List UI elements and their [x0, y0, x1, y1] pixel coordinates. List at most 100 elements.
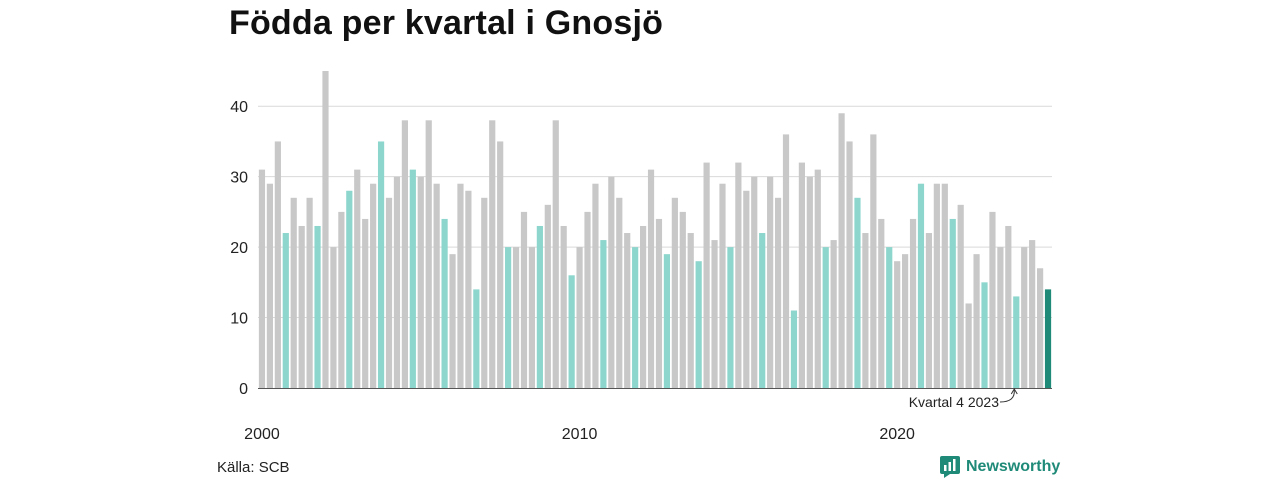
bar	[544, 204, 551, 388]
bar	[973, 254, 980, 388]
bar	[465, 190, 472, 388]
bar	[505, 247, 512, 388]
bar	[417, 176, 424, 388]
bar	[735, 162, 742, 388]
source-note: Källa: SCB	[217, 459, 290, 476]
bar	[917, 183, 925, 388]
bar	[576, 247, 583, 388]
bar	[870, 134, 877, 388]
bar	[846, 141, 853, 388]
bar	[933, 183, 940, 388]
bar	[886, 247, 893, 388]
bar	[655, 218, 663, 388]
bar	[512, 247, 520, 388]
annotation-label: Kvartal 4 2023	[909, 394, 999, 410]
bar	[338, 211, 345, 388]
bar	[711, 240, 718, 388]
bar	[798, 162, 805, 388]
bar	[1013, 296, 1020, 388]
bar	[274, 141, 281, 388]
bar	[298, 225, 305, 388]
bar	[393, 176, 401, 388]
bar	[584, 211, 591, 388]
bar	[385, 197, 393, 388]
annotation: Kvartal 4 2023	[909, 388, 1018, 410]
y-tick-label: 0	[239, 381, 248, 398]
bar	[457, 183, 464, 388]
bar	[695, 261, 702, 388]
bar	[282, 233, 289, 388]
bar	[925, 233, 933, 388]
bar	[608, 176, 615, 388]
bar	[902, 254, 909, 388]
bar	[941, 183, 948, 388]
bar	[806, 176, 813, 388]
bar	[330, 247, 337, 388]
bar	[520, 211, 528, 388]
bar	[377, 141, 385, 388]
bar	[909, 218, 917, 388]
y-tick-label: 30	[230, 170, 248, 187]
bar	[989, 211, 996, 388]
y-axis: 0 10 20 30 40	[230, 99, 248, 398]
bar	[751, 176, 758, 388]
bar	[354, 169, 361, 388]
bar	[862, 233, 869, 388]
bar	[497, 141, 504, 388]
bar	[782, 134, 790, 388]
bar	[759, 233, 766, 388]
bar	[838, 113, 845, 389]
bar	[266, 183, 274, 388]
bar	[767, 176, 774, 388]
bar	[473, 289, 480, 388]
bar	[639, 225, 647, 388]
bar	[1036, 268, 1044, 388]
bar	[949, 218, 956, 388]
bar	[671, 197, 678, 388]
bar	[449, 254, 456, 388]
x-axis: 2000 2010 2020	[244, 388, 1052, 443]
x-tick-label: 2020	[879, 426, 915, 443]
grid-lines	[258, 105, 1052, 319]
chart-title: Födda per kvartal i Gnosjö	[229, 4, 664, 42]
bar	[687, 233, 694, 388]
bar	[663, 254, 671, 388]
bar	[481, 197, 488, 388]
x-tick-label: 2010	[562, 426, 598, 443]
bar	[552, 120, 559, 389]
bar	[1044, 289, 1052, 388]
bar	[600, 240, 607, 388]
brand-logo[interactable]: Newsworthy	[940, 456, 1060, 478]
bar	[536, 225, 543, 388]
bar	[258, 169, 266, 388]
y-tick-label: 20	[230, 240, 248, 257]
bar	[489, 120, 496, 389]
bar	[401, 120, 408, 389]
bar	[790, 310, 798, 388]
bar	[433, 183, 440, 388]
bar	[624, 233, 631, 388]
bar	[1029, 240, 1036, 388]
bar	[997, 247, 1004, 388]
bar	[560, 225, 567, 388]
bar	[830, 240, 837, 388]
bar	[1005, 225, 1012, 388]
bar	[362, 218, 369, 388]
bar	[719, 183, 726, 388]
bar	[854, 197, 861, 388]
annotation-arrow	[999, 389, 1015, 403]
bar	[727, 247, 734, 388]
bar	[314, 225, 321, 388]
bar	[425, 120, 432, 389]
bar	[441, 218, 448, 388]
bar	[965, 303, 972, 388]
bar	[632, 247, 639, 388]
bar	[528, 247, 536, 388]
annotation-arrowhead	[1010, 388, 1018, 395]
bar	[409, 169, 416, 388]
bar	[679, 211, 686, 388]
bar	[743, 190, 750, 388]
bar	[616, 197, 623, 388]
bar	[894, 261, 901, 388]
